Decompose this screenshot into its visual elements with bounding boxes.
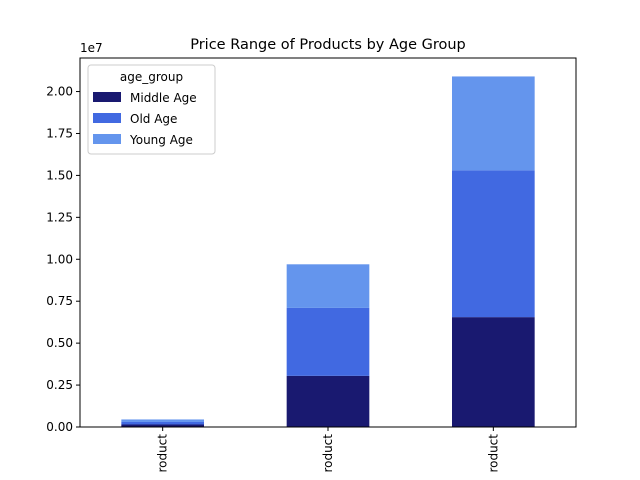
bar-middle-age-2 xyxy=(286,375,370,427)
legend-label: Old Age xyxy=(130,112,177,126)
y-tick-label: 1.25 xyxy=(46,210,73,224)
y-tick-label: 1.50 xyxy=(46,168,73,182)
x-tick-label: roduct xyxy=(156,434,170,473)
y-tick-label: 1.00 xyxy=(46,252,73,266)
bar-old-age-2 xyxy=(286,307,370,376)
y-tick-label: 0.75 xyxy=(46,294,73,308)
y-tick-label: 0.00 xyxy=(46,420,73,434)
plot-area xyxy=(121,76,535,427)
bar-middle-age-1 xyxy=(121,424,204,427)
chart-title: Price Range of Products by Age Group xyxy=(190,37,466,53)
y-tick-label: 2.00 xyxy=(46,85,73,99)
legend-title: age_group xyxy=(120,70,183,84)
legend-box xyxy=(87,64,216,155)
bar-young-age-3 xyxy=(452,76,535,171)
x-tick-label: roduct xyxy=(486,434,500,473)
y-tick-label: 0.50 xyxy=(46,336,73,350)
bar-middle-age-3 xyxy=(452,317,535,427)
x-tick-label: roduct xyxy=(321,434,335,473)
axis-ticks: 0.00 0.25 0.50 0.75 1.00 1.25 1.50 1.75 2.00 rodu… xyxy=(46,85,500,473)
legend-swatch xyxy=(93,113,121,123)
y-tick-label: 1.75 xyxy=(46,126,73,140)
bar-old-age-1 xyxy=(121,421,204,425)
y-tick-label: 0.25 xyxy=(46,378,73,392)
bar-old-age-3 xyxy=(452,170,535,318)
legend-swatch xyxy=(93,134,121,144)
plot-frame xyxy=(79,57,577,428)
bar-young-age-2 xyxy=(286,264,370,308)
legend: age_group Middle Age Old Age Young Age xyxy=(87,64,216,155)
legend-label: Middle Age xyxy=(130,91,197,105)
legend-label: Young Age xyxy=(129,133,193,147)
legend-swatch xyxy=(93,92,121,102)
bar-young-age-1 xyxy=(121,419,204,422)
y-scale-label: 1e7 xyxy=(80,41,103,55)
